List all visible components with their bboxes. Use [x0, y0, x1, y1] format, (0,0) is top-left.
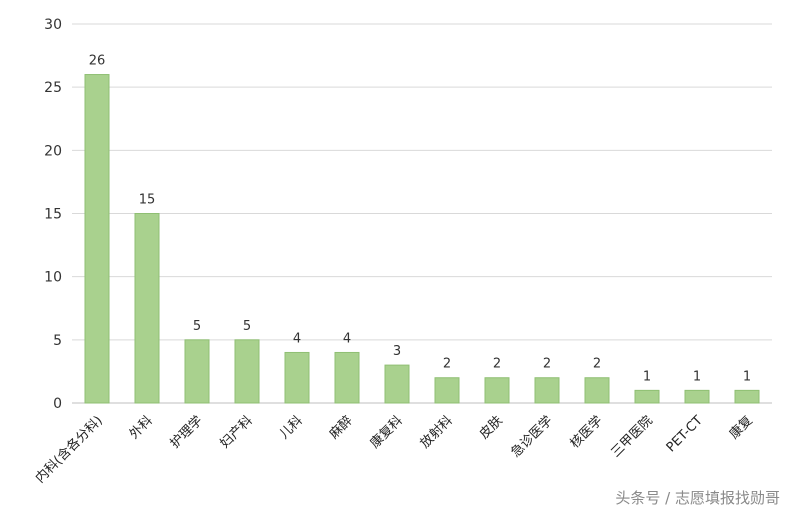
x-tick-label: 皮肤: [477, 413, 506, 442]
data-label: 1: [693, 369, 701, 384]
data-label: 2: [443, 357, 451, 372]
bar: [534, 377, 560, 404]
bar: [484, 377, 510, 404]
data-label: 5: [243, 319, 251, 334]
y-tick-label: 30: [44, 17, 62, 33]
x-tick-label: 三甲医院: [608, 413, 655, 460]
bar: [184, 339, 210, 404]
data-label: 5: [193, 319, 201, 334]
bar: [434, 377, 460, 404]
y-tick-label: 25: [44, 80, 62, 96]
data-labels: 26 15 5 5 4 4 3 2 2 2 2 1 1 1: [89, 54, 751, 385]
y-tick-label: 0: [53, 396, 62, 412]
data-label: 4: [343, 331, 351, 346]
bar: [634, 389, 660, 404]
x-tick-label: 放射科: [417, 413, 456, 452]
bar: [234, 339, 260, 404]
data-label: 3: [393, 344, 401, 359]
x-tick-label: 核医学: [567, 413, 606, 452]
bar: [584, 377, 610, 404]
x-tick-label: 麻醉: [326, 413, 356, 443]
bar: [84, 74, 110, 404]
watermark: 头条号 / 志愿填报找勋哥: [615, 489, 780, 507]
y-tick-label: 5: [53, 333, 62, 349]
data-label: 15: [139, 193, 156, 208]
y-tick-label: 10: [44, 270, 62, 286]
bars: [84, 74, 760, 404]
bar: [284, 351, 310, 404]
bar: [384, 364, 410, 404]
y-tick-label: 15: [44, 207, 62, 223]
x-tick-label: 康复科: [367, 413, 406, 452]
x-tick-label: 儿科: [277, 413, 306, 442]
x-tick-label: 外科: [127, 413, 156, 442]
x-tick-label: 内科(含各分科): [32, 413, 106, 487]
data-label: 1: [643, 369, 651, 384]
bar: [334, 351, 360, 404]
x-tick-label: 急诊医学: [508, 413, 556, 461]
bar: [134, 213, 160, 404]
x-tick-label: PET-CT: [664, 413, 706, 455]
x-tick-label: 康复: [726, 413, 756, 443]
x-tick-label: 护理学: [167, 413, 206, 452]
data-label: 2: [543, 357, 551, 372]
y-axis-ticks: 0 5 10 15 20 25 30: [44, 17, 62, 412]
y-tick-label: 20: [44, 143, 62, 159]
x-tick-label: 妇产科: [217, 413, 256, 452]
data-label: 2: [593, 357, 601, 372]
x-axis-labels: 内科(含各分科) 外科 护理学 妇产科 儿科 麻醉 康复科 放射科 皮肤 急诊医学 核医学 三甲医院 P…: [32, 413, 756, 487]
bar: [734, 389, 760, 404]
data-label: 26: [89, 54, 106, 69]
gridlines: [72, 23, 772, 404]
data-label: 4: [293, 331, 301, 346]
data-label: 2: [493, 357, 501, 372]
data-label: 1: [743, 369, 751, 384]
bar: [684, 389, 710, 404]
